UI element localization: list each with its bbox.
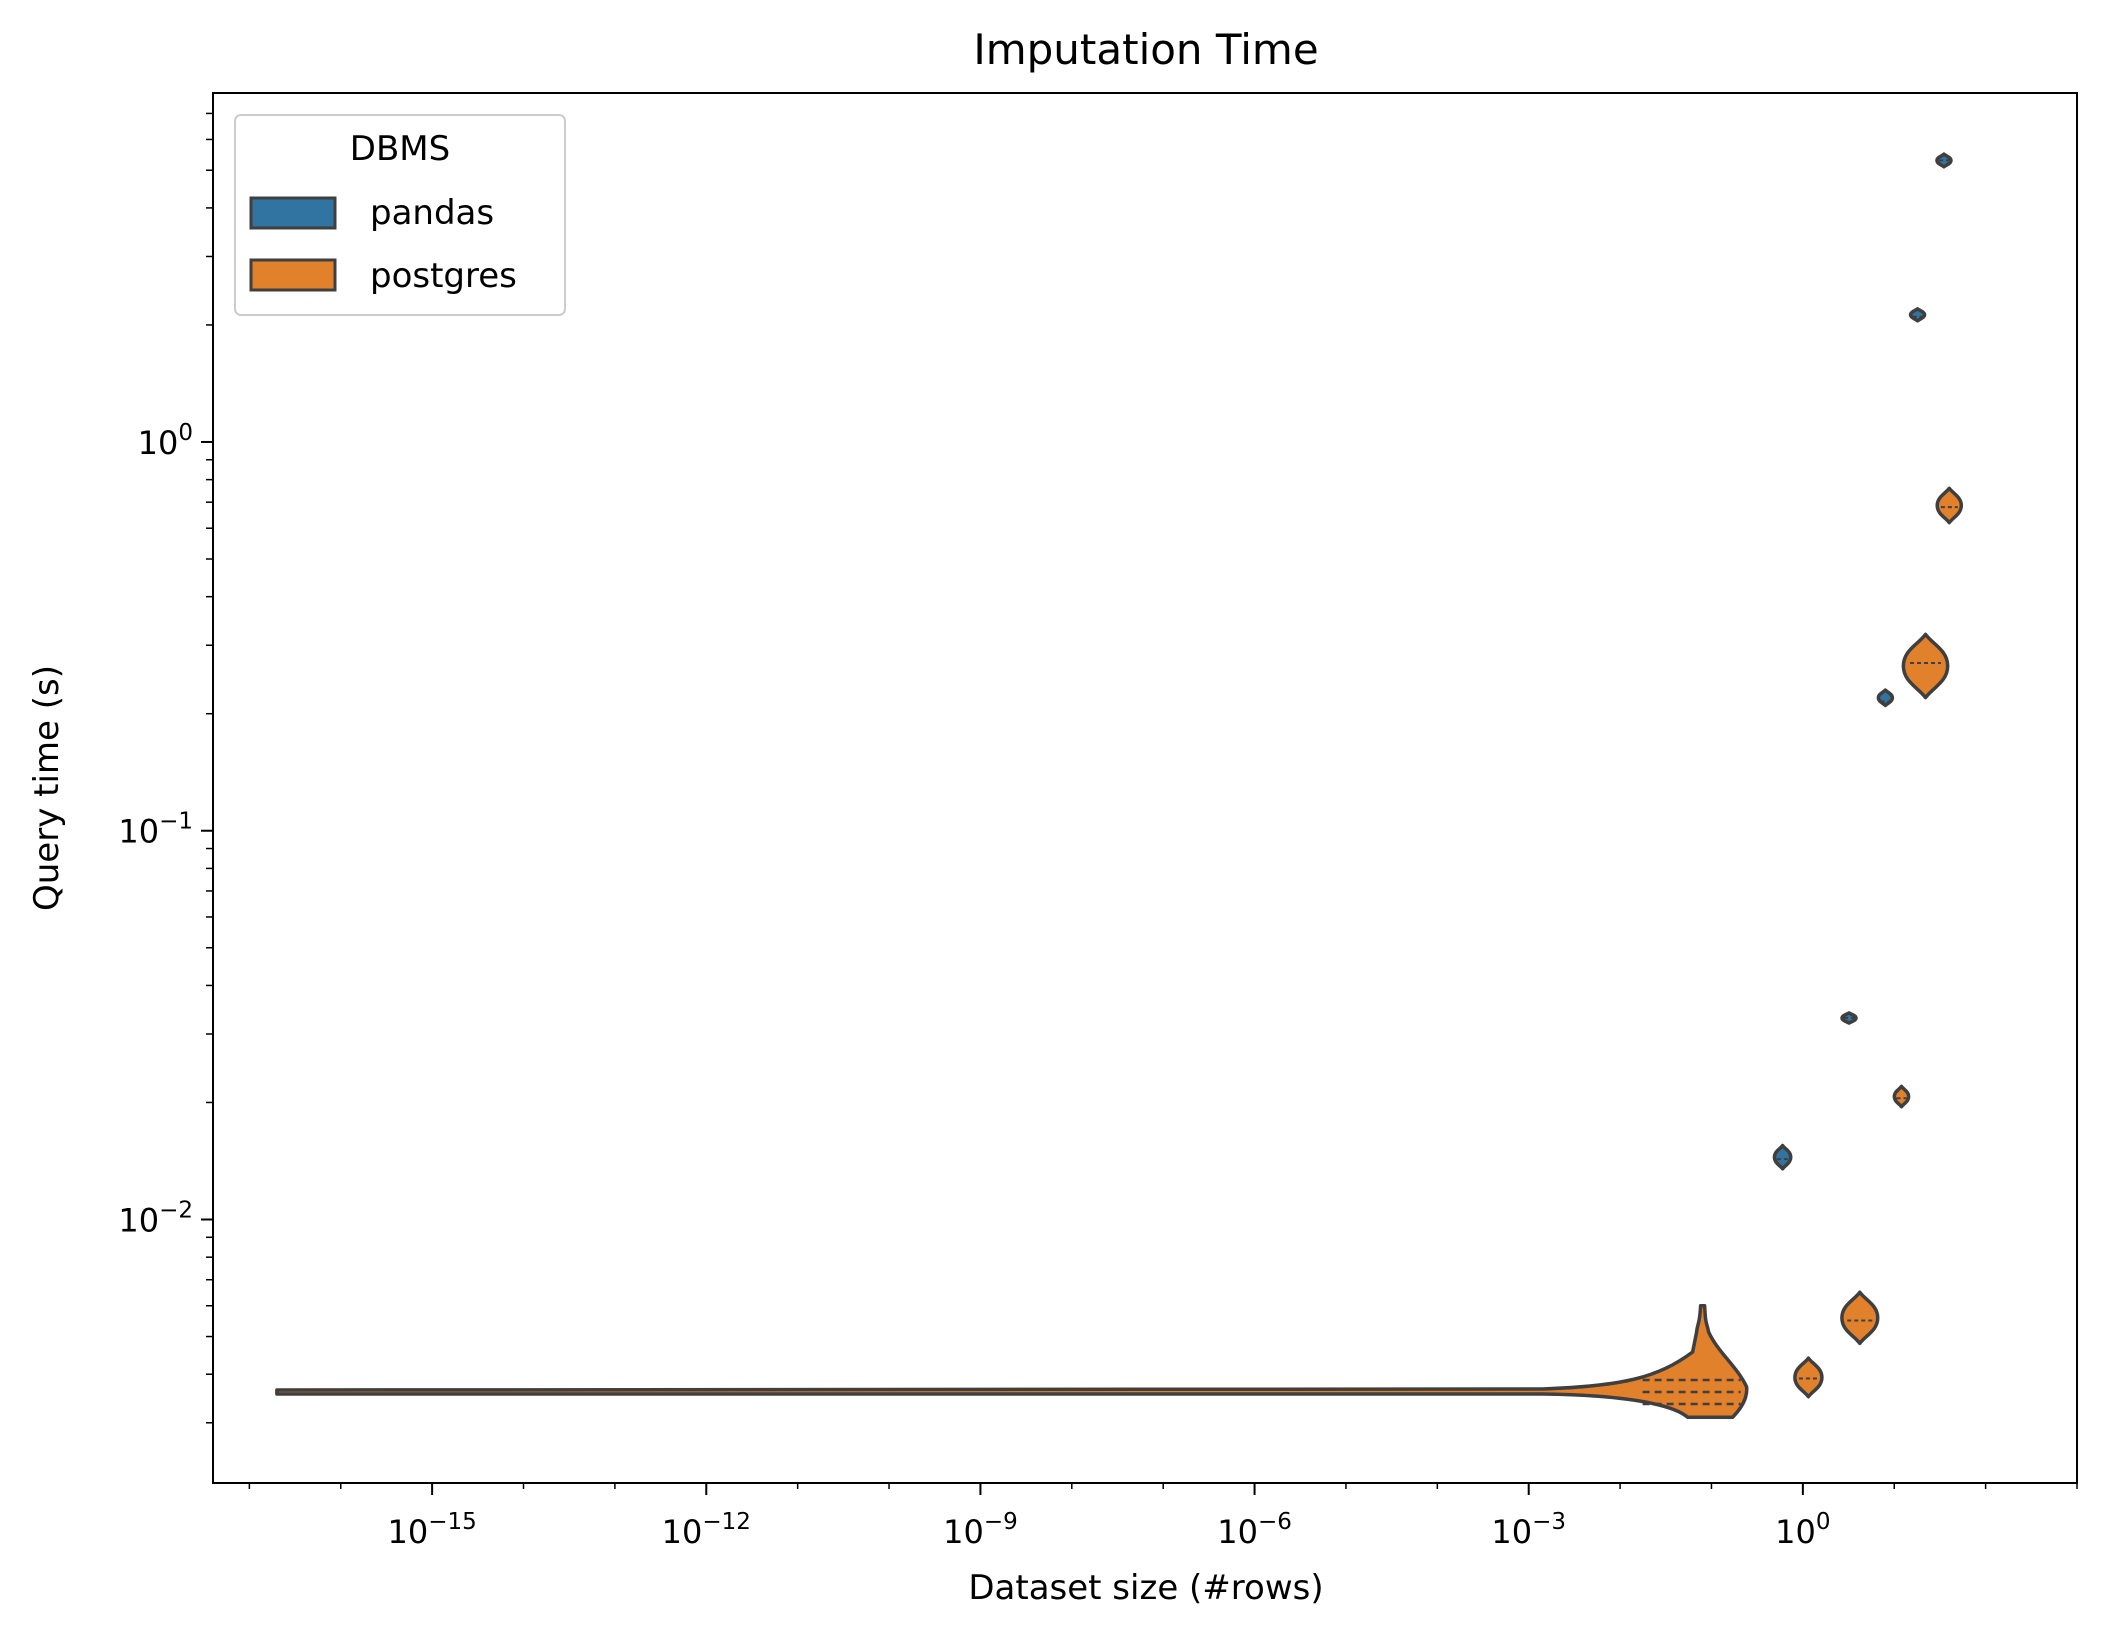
postgres-violin-4 (1901, 632, 1950, 700)
y-axis-label: Query time (s) (27, 665, 67, 911)
postgres-violin-0 (275, 1304, 1749, 1419)
x-tick-label-2: 10−9 (943, 1509, 1018, 1551)
chart-title: Imputation Time (973, 25, 1318, 74)
x-tick-label-1: 10−12 (662, 1509, 751, 1551)
pandas-violin-3 (1908, 307, 1927, 323)
postgres-violin-3 (1892, 1084, 1911, 1109)
legend-label-postgres: postgres (370, 256, 517, 296)
legend: DBMS pandas postgres (234, 114, 566, 316)
x-tick-label-3: 10−6 (1217, 1509, 1292, 1551)
violin-marks (275, 152, 1964, 1419)
x-tick-label-0: 10−15 (387, 1509, 476, 1551)
legend-title: DBMS (350, 129, 450, 169)
y-tick-label-2: 100 (138, 420, 193, 462)
legend-swatch-pandas (249, 196, 337, 230)
pandas-violin-4 (1935, 152, 1953, 169)
pandas-violin-2 (1876, 688, 1895, 708)
postgres-violin-1 (1793, 1356, 1824, 1399)
y-tick-label-1: 10−1 (118, 809, 193, 851)
postgres-violin-5 (1935, 486, 1964, 525)
y-tick-label-0: 10−2 (118, 1198, 193, 1240)
x-tick-label-5: 100 (1775, 1509, 1830, 1551)
x-axis-label: Dataset size (#rows) (968, 1568, 1323, 1608)
x-tick-label-4: 10−3 (1491, 1509, 1566, 1551)
postgres-violin-2 (1840, 1290, 1880, 1346)
legend-label-pandas: pandas (370, 193, 494, 233)
pandas-violin-0 (1772, 1143, 1793, 1171)
x-axis: 10−15 10−12 10−9 10−6 10−3 100 (248, 1483, 2078, 1551)
y-axis: 10−2 10−1 100 (118, 112, 213, 1424)
legend-swatch-postgres (249, 258, 337, 292)
plot-frame (212, 92, 2078, 1484)
pandas-violin-1 (1840, 1011, 1858, 1025)
